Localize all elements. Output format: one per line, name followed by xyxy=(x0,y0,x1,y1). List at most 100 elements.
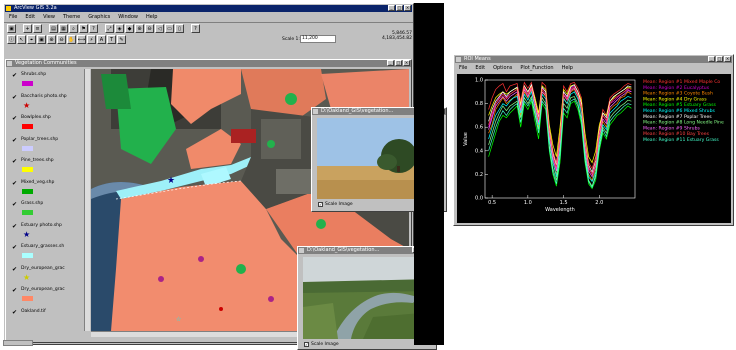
view-close-button[interactable]: × xyxy=(403,60,410,66)
theme-visibility-checkbox[interactable]: ✔ xyxy=(12,72,18,79)
view-titlebar[interactable]: Vegetation Communities _ □ × xyxy=(6,60,411,67)
roi-menu-help[interactable]: Help xyxy=(561,65,573,71)
query-builder-button[interactable]: ? xyxy=(89,24,98,33)
legend-entry: Mean: Region #6 Mixed Shrubs xyxy=(643,108,716,114)
main-titlebar[interactable]: ArcView GIS 3.2a _ □ × xyxy=(5,5,412,12)
zoom-previous-button[interactable]: ◁ xyxy=(155,24,164,33)
legend-theme-item[interactable]: ✔ Shrubs.shp xyxy=(12,72,84,92)
theme-name-label: Baccharis photo.shp xyxy=(21,93,67,99)
theme-visibility-checkbox[interactable]: ✔ xyxy=(12,222,18,230)
main-menubar: File Edit View Theme Graphics Window Help xyxy=(4,13,413,22)
roi-means-window: ROI Means _ □ × File Edit Options Plot_Func… xyxy=(453,54,734,226)
help-button[interactable]: ? xyxy=(191,24,200,33)
theme-visibility-checkbox[interactable]: ✔ xyxy=(12,179,18,187)
roi-menu-file[interactable]: File xyxy=(459,65,468,71)
main-menu-help[interactable]: Help xyxy=(146,14,158,20)
pan-tool-icon[interactable]: ✋ xyxy=(67,35,76,44)
measure-tool-icon[interactable]: ⟷ xyxy=(77,35,86,44)
map-horizontal-scrollbar[interactable] xyxy=(91,331,409,337)
close-button[interactable]: × xyxy=(404,5,411,11)
zoom-out-tool-icon[interactable]: ⊖ xyxy=(57,35,66,44)
theme-name-label: Mixed_veg.shp xyxy=(21,179,55,185)
theme-visibility-checkbox[interactable]: ✔ xyxy=(12,115,18,122)
legend-theme-item[interactable]: ✔ Grass.shp xyxy=(12,201,84,221)
view-minimize-button[interactable]: _ xyxy=(387,60,394,66)
identify-tool-icon[interactable]: ⓘ xyxy=(7,35,16,44)
roi-menu-options[interactable]: Options xyxy=(493,65,513,71)
main-menu-view[interactable]: View xyxy=(43,14,55,20)
zoom-in-tool-icon[interactable]: ⊕ xyxy=(47,35,56,44)
main-menu-window[interactable]: Window xyxy=(118,14,138,20)
main-menu-edit[interactable]: Edit xyxy=(25,14,36,20)
theme-visibility-checkbox[interactable]: ✔ xyxy=(12,265,18,273)
select-features-button[interactable]: ▭ xyxy=(165,24,174,33)
hotlink-tool-icon[interactable]: ⚡ xyxy=(87,35,96,44)
legend-entry: Mean: Region #8 Long Needle Pine xyxy=(643,120,724,126)
minimize-button[interactable]: _ xyxy=(388,5,395,11)
theme-visibility-checkbox[interactable]: ✔ xyxy=(12,308,18,316)
main-menu-theme[interactable]: Theme xyxy=(62,14,81,20)
theme-visibility-checkbox[interactable]: ✔ xyxy=(12,244,18,251)
theme-visibility-checkbox[interactable]: ✔ xyxy=(12,158,18,165)
legend-theme-item[interactable]: ✔ Oakland.tif xyxy=(12,309,84,329)
pointer-tool-icon[interactable]: ↖ xyxy=(17,35,26,44)
main-menu-graphics[interactable]: Graphics xyxy=(88,14,111,20)
photo1-scale-image-checkbox[interactable]: ✓ xyxy=(318,202,323,207)
photo1-window-icon xyxy=(313,109,318,114)
maximize-button[interactable]: □ xyxy=(396,5,403,11)
roi-menu-plot-function[interactable]: Plot_Function xyxy=(520,65,554,71)
roi-minimize-button[interactable]: _ xyxy=(708,56,715,62)
legend-theme-item[interactable]: ✔ Poplar_trees.shp xyxy=(12,137,84,157)
vertex-edit-tool-icon[interactable]: ⌖ xyxy=(27,35,36,44)
roi-menu-edit[interactable]: Edit xyxy=(475,65,486,71)
legend-entry: Mean: Region #9 Shrubs xyxy=(643,125,700,131)
scale-input[interactable]: 11,200 xyxy=(300,35,336,43)
zoom-to-themes-button[interactable]: ◈ xyxy=(115,24,124,33)
toc-scrollbar[interactable] xyxy=(84,69,90,331)
legend-theme-item[interactable]: ✔ Pine_trees.shp xyxy=(12,158,84,178)
photo2-scale-image-checkbox[interactable]: ✓ xyxy=(304,342,309,347)
series-line xyxy=(488,99,632,190)
zoom-in-button[interactable]: ⊕ xyxy=(135,24,144,33)
theme-visibility-checkbox[interactable]: ✔ xyxy=(12,136,18,144)
theme-properties-button[interactable]: ≡ xyxy=(33,24,42,33)
theme-visibility-checkbox[interactable]: ✔ xyxy=(12,201,18,208)
clear-selection-button[interactable]: ▯ xyxy=(175,24,184,33)
legend-theme-item[interactable]: ✔ Mixed_veg.shp xyxy=(12,180,84,200)
roi-titlebar[interactable]: ROI Means _ □ × xyxy=(455,56,732,63)
photo2-scale-image-row: ✓ Scale Image xyxy=(304,342,339,347)
legend-theme-item[interactable]: ✔ Dry_european_grac ★ xyxy=(12,266,84,286)
label-tool-icon[interactable]: A xyxy=(97,35,106,44)
save-project-button[interactable]: ▣ xyxy=(7,24,16,33)
table-of-contents[interactable]: ✔ Shrubs.shp ✔ Baccharis photo.shp ★ ✔ Bowlple… xyxy=(8,69,85,331)
main-menu-file[interactable]: File xyxy=(9,14,18,20)
zoom-full-extent-button[interactable]: ⤢ xyxy=(105,24,114,33)
theme-visibility-checkbox[interactable]: ✔ xyxy=(12,93,18,101)
legend-theme-item[interactable]: ✔ Dry_european_grac xyxy=(12,287,84,307)
photo2-title: D:\Oakland_GIS\vegetation... xyxy=(307,247,380,253)
roi-maximize-button[interactable]: □ xyxy=(716,56,723,62)
scale-label: Scale 1: xyxy=(282,37,300,42)
zoom-out-button[interactable]: ⊖ xyxy=(145,24,154,33)
legend-theme-item[interactable]: ✔ Estuary photo.shp ★ xyxy=(12,223,84,243)
legend-theme-item[interactable]: ✔ Baccharis photo.shp ★ xyxy=(12,94,84,114)
add-theme-button[interactable]: + xyxy=(23,24,32,33)
open-attribute-table-button[interactable]: ▦ xyxy=(59,24,68,33)
locate-address-button[interactable]: ⚑ xyxy=(79,24,88,33)
legend-theme-item[interactable]: ✔ Bowlplex.shp xyxy=(12,115,84,135)
select-feature-tool-icon[interactable]: ▣ xyxy=(37,35,46,44)
zoom-to-selected-button[interactable]: ◆ xyxy=(125,24,134,33)
legend-editor-button[interactable]: ▤ xyxy=(49,24,58,33)
find-button[interactable]: ⌕ xyxy=(69,24,78,33)
spectral-line-chart: 0.5 1.0 1.5 2.0 0.0 0.2 0.4 0.6 0.8 1.0 Wavelength… xyxy=(463,78,724,214)
legend-theme-item[interactable]: ✔ Estuary_grasses.sh xyxy=(12,244,84,264)
view-maximize-button[interactable]: □ xyxy=(395,60,402,66)
theme-name-label: Estuary photo.shp xyxy=(21,222,62,228)
roi-close-button[interactable]: × xyxy=(724,56,731,62)
theme-star-symbol-icon: ★ xyxy=(23,272,31,282)
text-tool-icon[interactable]: T xyxy=(107,35,116,44)
theme-visibility-checkbox[interactable]: ✔ xyxy=(12,287,18,294)
theme-name-label: Poplar_trees.shp xyxy=(21,136,59,142)
photo2-scale-image-label: Scale Image xyxy=(311,342,339,347)
draw-tool-icon[interactable]: ✎ xyxy=(117,35,126,44)
